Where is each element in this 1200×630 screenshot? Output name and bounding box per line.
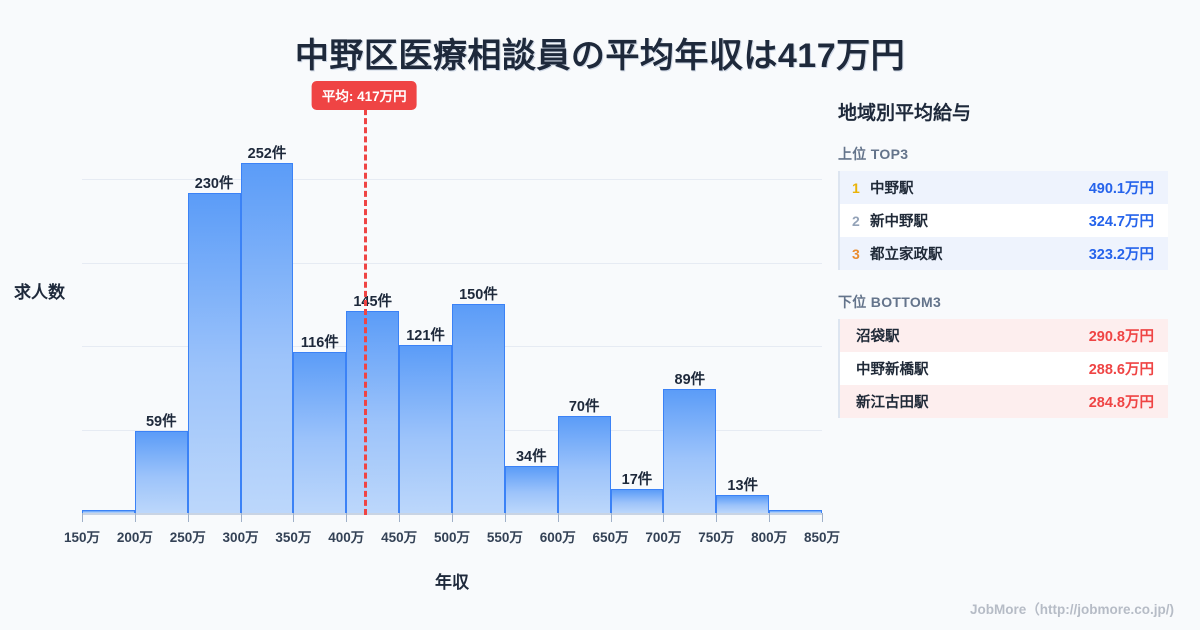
x-axis-title: 年収 <box>435 573 469 592</box>
plot-area <box>82 100 822 513</box>
x-tick <box>293 513 295 522</box>
x-tick-label: 650万 <box>592 530 629 545</box>
station-salary: 288.6万円 <box>1088 362 1154 378</box>
bottom3-row: 中野新橋駅 288.6万円 <box>840 352 1168 385</box>
x-tick-label: 850万 <box>803 530 841 545</box>
x-tick <box>240 513 242 522</box>
bar-value-label: 89件 <box>674 372 706 389</box>
x-tick-label: 800万 <box>751 530 788 545</box>
bar-value-label: 34件 <box>515 448 547 465</box>
bar <box>769 510 822 513</box>
bar-value-label: 17件 <box>621 472 653 489</box>
bar <box>663 389 717 513</box>
bar <box>134 430 188 513</box>
bar <box>716 494 770 513</box>
side-panel-title: 地域別平均給与 <box>838 103 972 124</box>
bar <box>240 162 294 513</box>
x-tick <box>399 513 401 522</box>
top3-row: 3 都立家政駅 323.2万円 <box>840 237 1168 270</box>
gridline <box>82 179 822 181</box>
station-salary: 290.8万円 <box>1088 329 1154 345</box>
bar <box>610 489 664 513</box>
top3-row: 2 新中野駅 324.7万円 <box>840 204 1168 237</box>
bottom3-table: 沼袋駅 290.8万円中野新橋駅 288.6万円新江古田駅 284.8万円 <box>838 319 1168 418</box>
x-tick-label: 300万 <box>222 530 259 545</box>
station-salary: 284.8万円 <box>1088 395 1154 411</box>
x-tick-label: 700万 <box>645 530 682 545</box>
station-salary: 490.1万円 <box>1088 181 1154 197</box>
x-tick <box>346 513 348 522</box>
bar-value-label: 70件 <box>568 398 600 415</box>
bar-value-label: 145件 <box>353 294 393 311</box>
x-tick-label: 200万 <box>116 530 153 545</box>
top3-row: 1 中野駅 490.1万円 <box>840 171 1168 204</box>
average-line <box>364 100 368 515</box>
x-tick-label: 350万 <box>275 530 312 545</box>
bar-value-label: 13件 <box>727 477 759 494</box>
station-name: 沼袋駅 <box>856 329 900 345</box>
station-name: 都立家政駅 <box>870 247 943 263</box>
bar <box>399 344 452 513</box>
bar <box>504 465 558 513</box>
bar-value-label: 230件 <box>194 176 234 193</box>
station-name: 新江古田駅 <box>856 395 929 411</box>
x-tick-label: 250万 <box>169 530 206 545</box>
average-badge: 平均: 417万円 <box>311 81 417 110</box>
x-tick <box>663 513 665 522</box>
region-salary-panel: 地域別平均給与 上位 TOP3 1 中野駅 490.1万円 2 新中野駅 324.7万円 3… <box>838 98 1168 440</box>
station-salary: 323.2万円 <box>1088 247 1154 263</box>
x-tick <box>187 513 189 522</box>
bar <box>346 311 400 513</box>
footer-credit: JobMore（http://jobmore.co.jp/) <box>970 602 1174 617</box>
histogram-chart: 150万 200万 250万 300万 350万 400万 450万 500万 550万 600万… <box>0 81 841 592</box>
bar <box>452 304 505 513</box>
y-axis-title: 求人数 <box>14 283 65 302</box>
x-tick-label: 400万 <box>328 530 365 545</box>
x-tick <box>134 513 136 522</box>
bar <box>293 351 347 513</box>
x-tick <box>716 513 718 522</box>
x-tick <box>504 513 506 522</box>
x-tick-label: 450万 <box>381 530 418 545</box>
bar-value-label: 59件 <box>145 413 177 430</box>
x-tick <box>82 513 83 522</box>
x-tick <box>769 513 771 522</box>
x-tick <box>822 513 823 522</box>
bar-value-label: 252件 <box>247 145 287 162</box>
x-tick <box>557 513 559 522</box>
top3-group-label: 上位 TOP3 <box>838 146 909 162</box>
station-salary: 324.7万円 <box>1088 214 1154 230</box>
bar-value-label: 150件 <box>459 287 498 304</box>
bottom3-group-label: 下位 BOTTOM3 <box>838 294 942 310</box>
rank-number: 1 <box>852 179 860 196</box>
x-tick-label: 600万 <box>539 530 576 545</box>
x-tick <box>610 513 612 522</box>
gridline <box>82 262 822 264</box>
station-name: 中野新橋駅 <box>856 362 929 378</box>
x-tick-label: 550万 <box>486 530 523 545</box>
bar <box>557 415 611 513</box>
station-name: 中野駅 <box>870 181 914 197</box>
x-tick <box>452 513 453 522</box>
x-tick-label: 150万 <box>63 530 101 545</box>
rank-number: 3 <box>852 245 860 262</box>
bar-value-label: 121件 <box>406 327 445 344</box>
top3-table: 1 中野駅 490.1万円 2 新中野駅 324.7万円 3 都立家政駅 323.2万円 <box>838 171 1168 270</box>
station-name: 新中野駅 <box>870 214 928 230</box>
rank-number: 2 <box>852 212 860 229</box>
bar-value-label: 116件 <box>300 334 339 351</box>
bar <box>82 510 135 513</box>
page-title: 中野区医療相談員の平均年収は417万円 <box>294 37 906 75</box>
bottom3-row: 沼袋駅 290.8万円 <box>840 319 1168 352</box>
bottom3-row: 新江古田駅 284.8万円 <box>840 385 1168 418</box>
x-tick-label: 500万 <box>433 530 471 545</box>
bar <box>187 193 241 513</box>
x-tick-label: 750万 <box>698 530 735 545</box>
